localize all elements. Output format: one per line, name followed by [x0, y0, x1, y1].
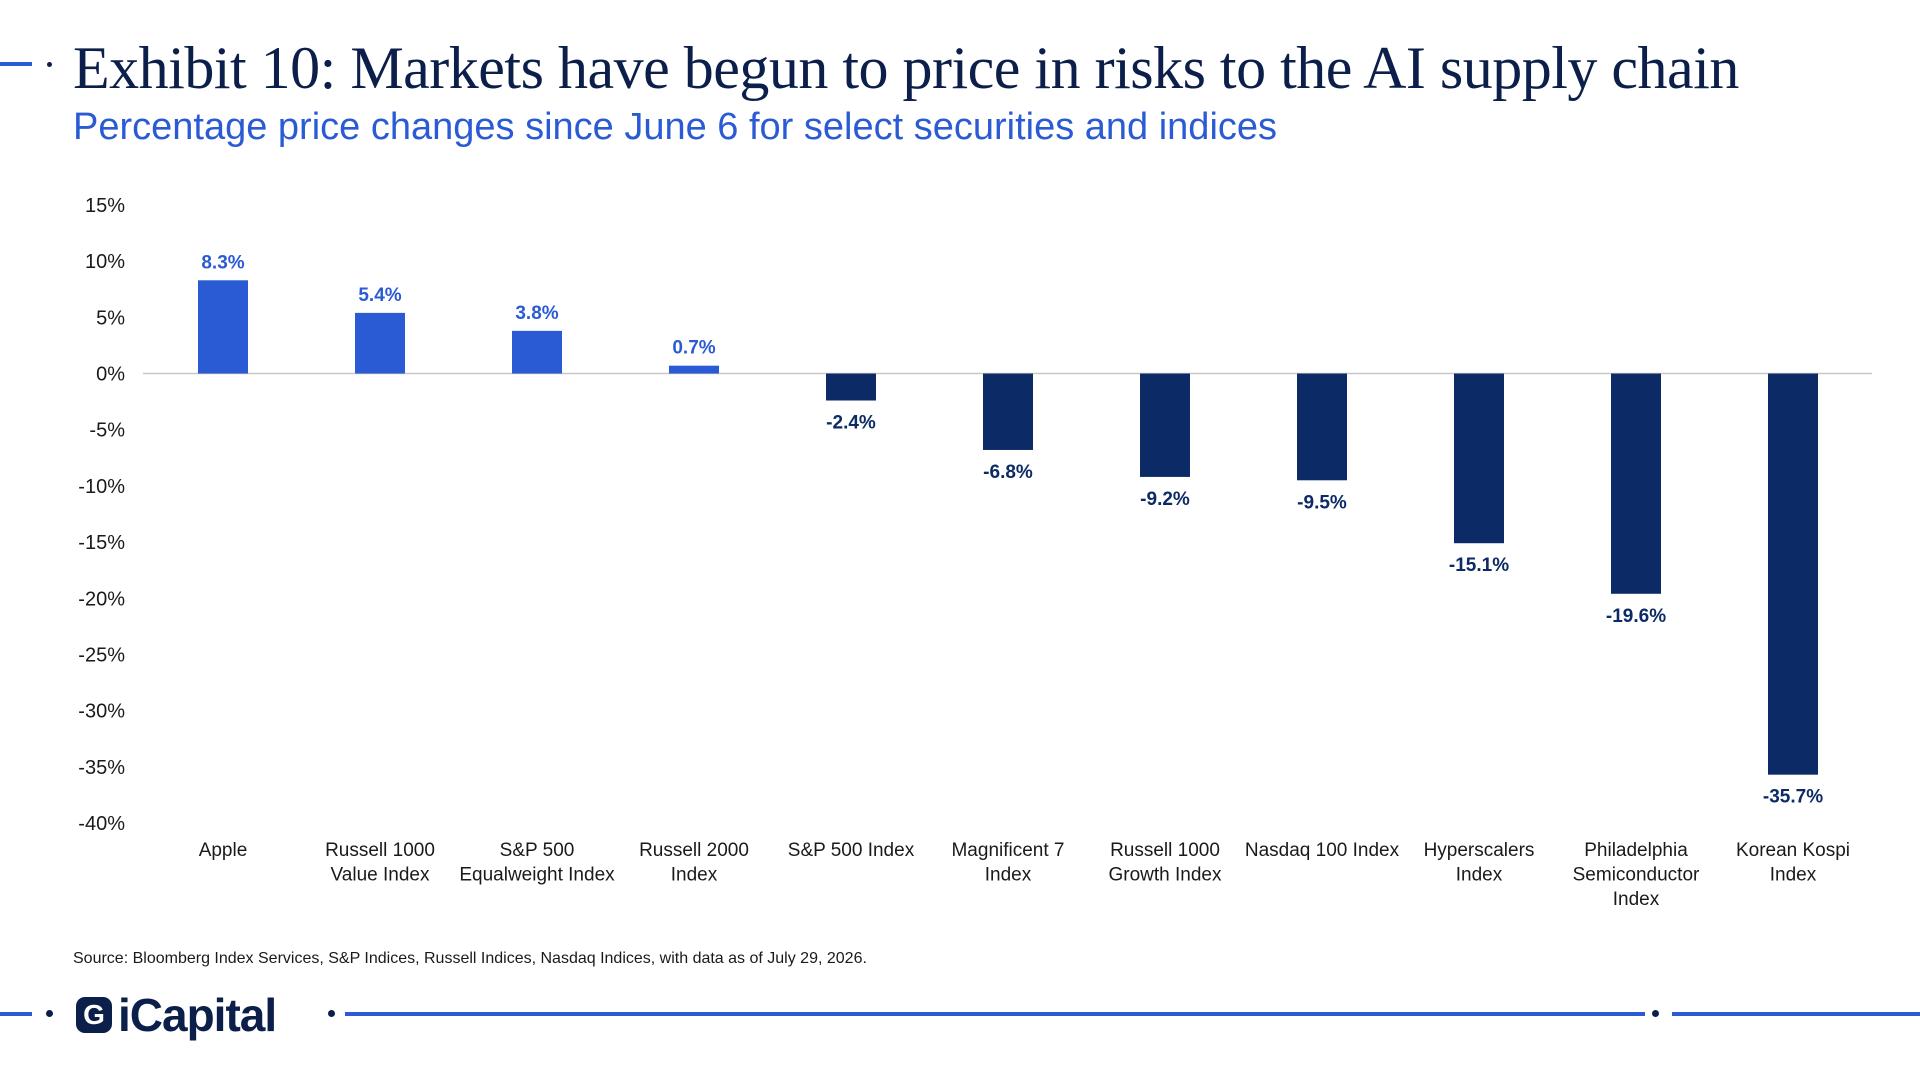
footer-dot-right [1652, 1010, 1659, 1017]
y-tick-label: -20% [78, 588, 125, 610]
data-label: 5.4% [358, 285, 401, 306]
page-subtitle: Percentage price changes since June 6 fo… [73, 106, 1278, 148]
data-label: -35.7% [1763, 787, 1823, 808]
y-tick-label: -40% [78, 813, 125, 835]
x-tick-label-line: Magnificent 7 [951, 840, 1064, 861]
x-tick-label: Russell 1000 Growth Index [1109, 840, 1222, 886]
footer-rule-end [1672, 1012, 1920, 1016]
x-tick-label-line: Equalweight Index [459, 865, 615, 886]
data-label: -6.8% [983, 462, 1033, 483]
header-accent-line [0, 62, 32, 66]
x-tick-label: Philadelphia Semiconductor Index [1573, 840, 1700, 910]
logo-icon: G [76, 997, 112, 1033]
bar [198, 280, 248, 374]
x-tick-label-line: Apple [199, 840, 248, 861]
bar [826, 373, 876, 401]
data-label: 3.8% [515, 303, 558, 324]
y-tick-label: -10% [78, 476, 125, 498]
x-tick-label-line: Index [1770, 865, 1817, 886]
data-label: -19.6% [1606, 606, 1666, 627]
bar [512, 330, 562, 374]
x-tick-label: Russell 1000 Value Index [325, 840, 435, 886]
x-tick-label-line: S&P 500 Index [788, 840, 915, 861]
x-tick-label-line: Nasdaq 100 Index [1245, 840, 1400, 861]
bar [355, 312, 405, 374]
x-tick-label-line: S&P 500 [500, 840, 575, 861]
x-tick-label-line: Korean Kospi [1736, 840, 1850, 861]
y-tick-label: 10% [85, 251, 125, 273]
x-tick-label-line: Semiconductor [1573, 865, 1700, 886]
bar [669, 365, 719, 374]
x-tick-label-line: Index [1456, 865, 1503, 886]
y-tick-label: 5% [96, 307, 125, 329]
y-tick-label: -15% [78, 532, 125, 554]
x-tick-label: Hyperscalers Index [1424, 840, 1535, 886]
bar [983, 373, 1033, 450]
x-tick-label-line: Index [985, 865, 1032, 886]
data-label: 8.3% [201, 252, 244, 273]
header-accent-dot [47, 62, 52, 67]
icapital-logo: G iCapital [76, 989, 277, 1041]
x-tick-label-line: Russell 1000 [1110, 840, 1220, 861]
logo-text: iCapital [118, 989, 277, 1041]
x-tick-label: Nasdaq 100 Index [1245, 840, 1400, 861]
x-tick-label-line: Index [671, 865, 718, 886]
x-tick-label-line: Index [1613, 889, 1660, 910]
footer-rule [345, 1012, 1645, 1016]
bar-chart: 15% 10% 5% 0% -5% -10% -15% -20% -25% -30% -35% -40… [78, 195, 1872, 910]
footer-dot-middle [328, 1010, 335, 1017]
y-tick-label: -25% [78, 644, 125, 666]
bar [1297, 373, 1347, 481]
x-tick-label: Apple [199, 840, 248, 861]
bar [1454, 373, 1504, 544]
x-tick-label: S&P 500 Equalweight Index [459, 840, 615, 886]
source-note: Source: Bloomberg Index Services, S&P In… [73, 950, 867, 967]
footer-dot-left [46, 1010, 53, 1017]
x-tick-label-line: Philadelphia [1584, 840, 1688, 861]
data-label: -2.4% [826, 413, 876, 434]
x-tick-label-line: Russell 1000 [325, 840, 435, 861]
x-tick-label: Russell 2000 Index [639, 840, 749, 886]
data-label: -9.2% [1140, 489, 1190, 510]
x-tick-label-line: Value Index [331, 865, 430, 886]
y-tick-label: -35% [78, 757, 125, 779]
bar [1140, 373, 1190, 477]
bar [1768, 373, 1818, 775]
page-title: Exhibit 10: Markets have begun to price … [73, 35, 1739, 101]
y-tick-label: -5% [89, 420, 125, 442]
data-label: -9.5% [1297, 492, 1347, 513]
x-tick-label: Korean Kospi Index [1736, 840, 1850, 886]
x-tick-label: S&P 500 Index [788, 840, 915, 861]
y-tick-label: 0% [96, 364, 125, 386]
y-tick-label: 15% [85, 195, 125, 217]
x-tick-label-line: Russell 2000 [639, 840, 749, 861]
bar [1611, 373, 1661, 594]
data-label: 0.7% [672, 338, 715, 359]
data-label: -15.1% [1449, 555, 1509, 576]
x-tick-label-line: Growth Index [1109, 865, 1222, 886]
footer-accent-line [0, 1012, 32, 1016]
x-tick-label-line: Hyperscalers [1424, 840, 1535, 861]
x-tick-label: Magnificent 7 Index [951, 840, 1064, 886]
y-tick-label: -30% [78, 701, 125, 723]
